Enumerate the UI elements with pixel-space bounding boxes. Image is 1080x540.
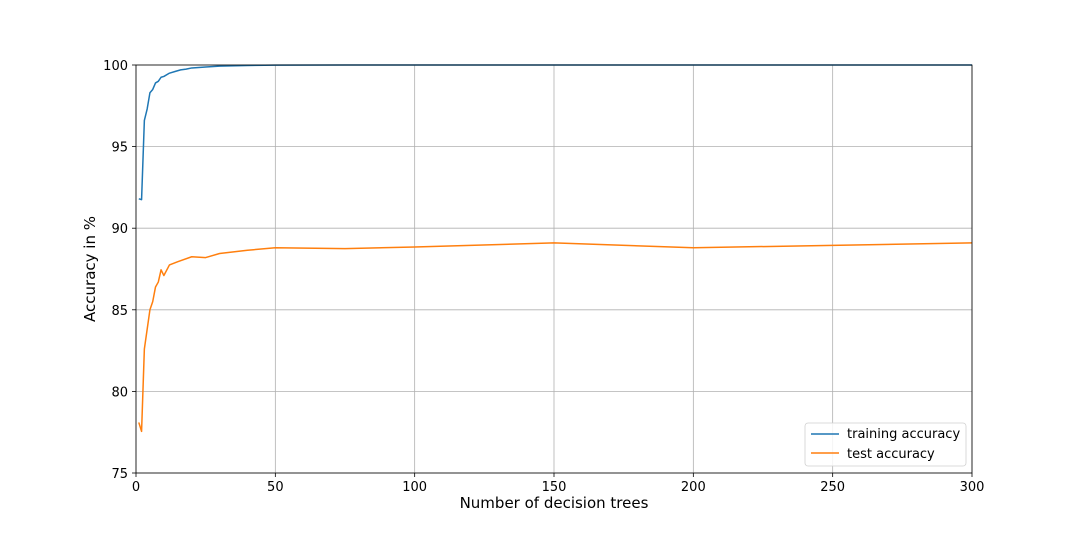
y-tick-label: 100 — [103, 59, 128, 74]
x-tick-label: 200 — [681, 480, 706, 495]
legend: training accuracy test accuracy — [804, 422, 967, 467]
training-accuracy-line — [138, 64, 972, 201]
x-tick-label: 250 — [820, 480, 845, 495]
y-tick-label: 80 — [111, 385, 128, 400]
y-tick-label: 90 — [111, 222, 128, 237]
axis-ticks: 0 50 100 150 200 250 300 75 80 85 90 95 100 — [103, 59, 984, 495]
y-tick-label: 95 — [111, 141, 128, 156]
y-tick-label: 85 — [111, 304, 128, 319]
x-tick-label: 150 — [542, 480, 567, 495]
x-tick-label: 100 — [402, 480, 427, 495]
grid — [135, 64, 973, 474]
x-axis-label: Number of decision trees — [460, 494, 649, 512]
x-tick-label: 300 — [960, 480, 985, 495]
y-axis-label: Accuracy in % — [81, 216, 99, 322]
series-lines — [138, 64, 973, 433]
legend-label-test: test accuracy — [847, 447, 935, 462]
x-tick-label: 50 — [267, 480, 284, 495]
legend-box — [804, 422, 967, 467]
test-accuracy-line — [138, 242, 973, 433]
y-tick-label: 75 — [111, 467, 128, 482]
legend-label-training: training accuracy — [847, 427, 960, 442]
x-tick-label: 0 — [132, 480, 140, 495]
